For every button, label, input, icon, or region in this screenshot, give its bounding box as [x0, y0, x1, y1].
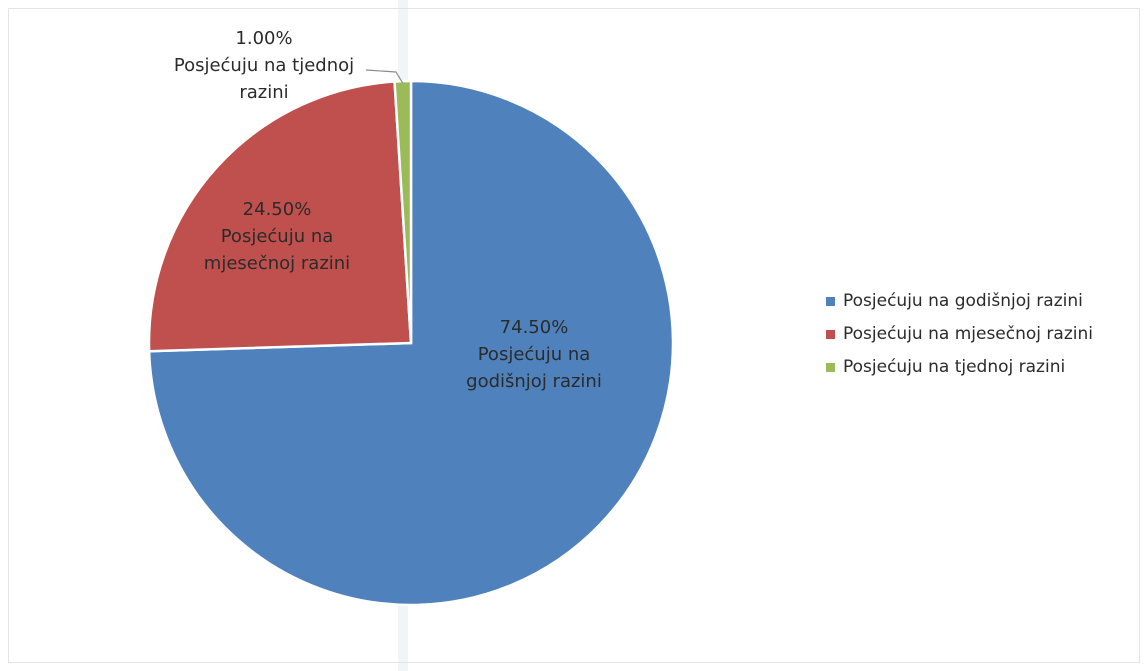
legend-swatch-yearly: [826, 296, 835, 306]
legend-item-weekly: Posjećuju na tjednoj razini: [826, 352, 1093, 382]
slice-monthly: [147, 80, 413, 353]
legend-label-monthly: Posjećuju na mjesečnoj razini: [843, 324, 1093, 344]
label-monthly: 24.50% Posjećuju na mjesečnoj razini: [204, 199, 350, 274]
legend-item-monthly: Posjećuju na mjesečnoj razini: [826, 319, 1093, 349]
legend-label-weekly: Posjećuju na tjednoj razini: [843, 357, 1066, 377]
label-yearly: 74.50% Posjećuju na godišnjoj razini: [466, 317, 602, 392]
leader-line-weekly: [365, 69, 404, 84]
legend-label-yearly: Posjećuju na godišnjoj razini: [843, 291, 1083, 311]
legend-item-yearly: Posjećuju na godišnjoj razini: [826, 286, 1093, 316]
slice-weekly: [393, 79, 413, 344]
legend-swatch-weekly: [826, 362, 835, 372]
legend-swatch-monthly: [826, 329, 835, 339]
legend: Posjećuju na godišnjoj razini Posjećuju …: [826, 286, 1093, 385]
label-weekly: 1.00% Posjećuju na tjednoj razini: [174, 28, 354, 103]
